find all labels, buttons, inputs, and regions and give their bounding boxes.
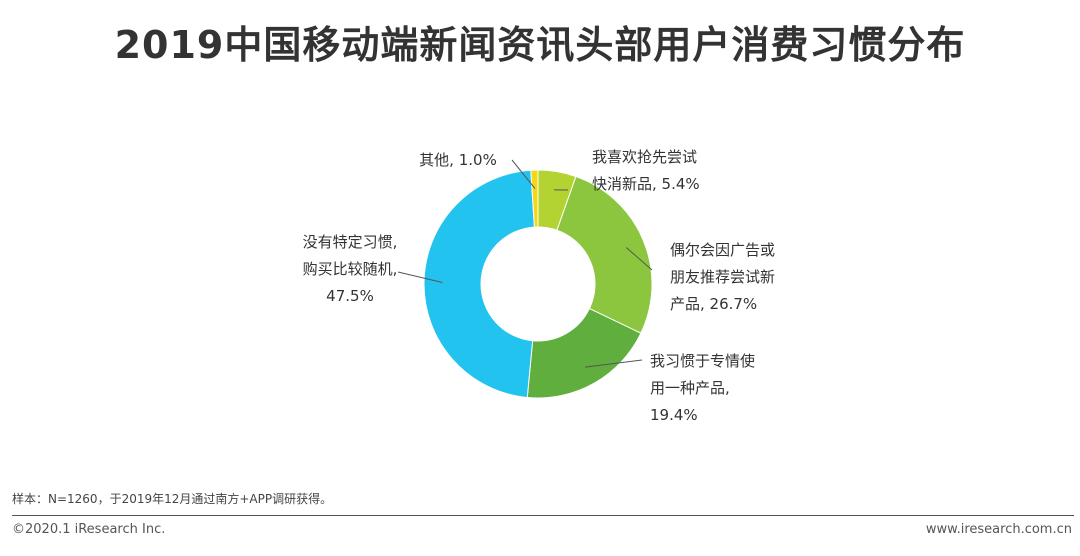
slice-label: 我习惯于专情使用一种产品, 19.4% — [650, 352, 755, 424]
donut-slice — [530, 169, 539, 228]
slice-label-line: 朋友推荐尝试新 — [670, 268, 775, 286]
chart-title: 2019中国移动端新闻资讯头部用户消费习惯分布 — [114, 23, 966, 67]
copyright-text: ©2020.1 iResearch Inc. — [12, 522, 166, 537]
slice-label-line: 我喜欢抢先尝试 — [592, 148, 697, 166]
leader-line — [397, 271, 443, 283]
slice-label: 没有特定习惯, 购买比较随机, 47.5% — [303, 233, 398, 305]
slice-label-line: 其他, 1.0% — [419, 151, 497, 169]
donut-slice — [556, 175, 653, 334]
slice-label-line: 快消新品, 5.4% — [592, 175, 700, 193]
donut-chart: 我喜欢抢先尝试快消新品, 5.4% 偶尔会因广告或朋友推荐尝试新产品, 26.7%… — [303, 148, 775, 424]
slice-label-line: 19.4% — [650, 406, 698, 424]
leader-line — [625, 247, 653, 271]
slice-label: 偶尔会因广告或朋友推荐尝试新产品, 26.7% — [670, 241, 775, 313]
sample-note: 样本：N=1260，于2019年12月通过南方+APP调研获得。 — [12, 492, 333, 506]
slice-label: 我喜欢抢先尝试快消新品, 5.4% — [592, 148, 700, 193]
leader-line — [584, 359, 643, 368]
slice-label-line: 用一种产品, — [650, 379, 730, 397]
slice-label-line: 购买比较随机, — [303, 260, 398, 278]
footer-divider — [12, 515, 1074, 516]
slice-label-line: 47.5% — [326, 287, 374, 305]
slice-label-line: 我习惯于专情使 — [650, 352, 755, 370]
slice-label: 其他, 1.0% — [419, 151, 497, 169]
slice-label-line: 产品, 26.7% — [670, 295, 757, 313]
leader-line — [511, 159, 536, 189]
donut-slice — [423, 169, 535, 399]
slice-label-line: 偶尔会因广告或 — [670, 241, 775, 259]
slice-label-line: 没有特定习惯, — [303, 233, 398, 251]
website-link[interactable]: www.iresearch.com.cn — [925, 522, 1072, 537]
